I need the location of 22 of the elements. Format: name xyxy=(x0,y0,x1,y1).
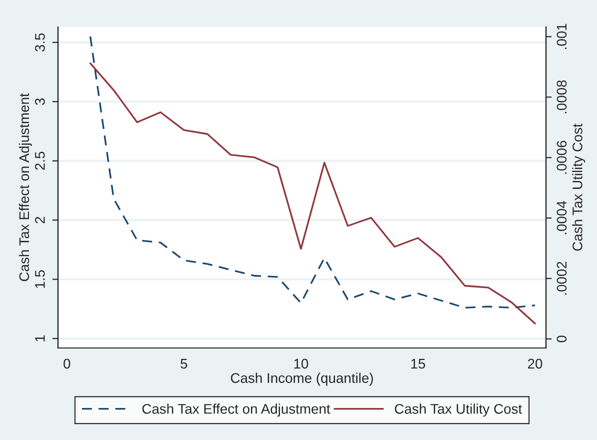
y2-tick-label: 0 xyxy=(556,336,567,342)
y2-tick-label: .001 xyxy=(556,24,567,49)
y2-tick-label: .0008 xyxy=(556,80,567,114)
y2-axis-title: Cash Tax Utility Cost xyxy=(572,124,586,251)
x-tick-label: 15 xyxy=(411,358,426,369)
y2-tick-label: .0004 xyxy=(556,201,567,234)
y2-tick-label: .0006 xyxy=(556,140,567,174)
y-tick-label: 3 xyxy=(35,98,45,105)
y-tick-label: 3.5 xyxy=(35,33,45,52)
y-tick-label: 1.5 xyxy=(35,270,45,288)
x-tick-label: 10 xyxy=(294,358,308,369)
y-tick-label: 2 xyxy=(35,216,45,224)
x-tick-label: 20 xyxy=(528,358,542,369)
x-tick-label: 5 xyxy=(180,358,188,369)
x-axis-title: Cash Income (quantile) xyxy=(230,372,373,386)
x-tick-label: 0 xyxy=(64,358,70,369)
y2-tick-label: .0002 xyxy=(556,262,567,295)
legend-label: Cash Tax Utility Cost xyxy=(394,404,522,417)
legend-label: Cash Tax Effect on Adjustment xyxy=(142,404,330,417)
y-tick-label: 2.5 xyxy=(35,152,45,170)
y-tick-label: 1 xyxy=(35,335,45,342)
y-axis-title: Cash Tax Effect on Adjustment xyxy=(18,93,32,282)
